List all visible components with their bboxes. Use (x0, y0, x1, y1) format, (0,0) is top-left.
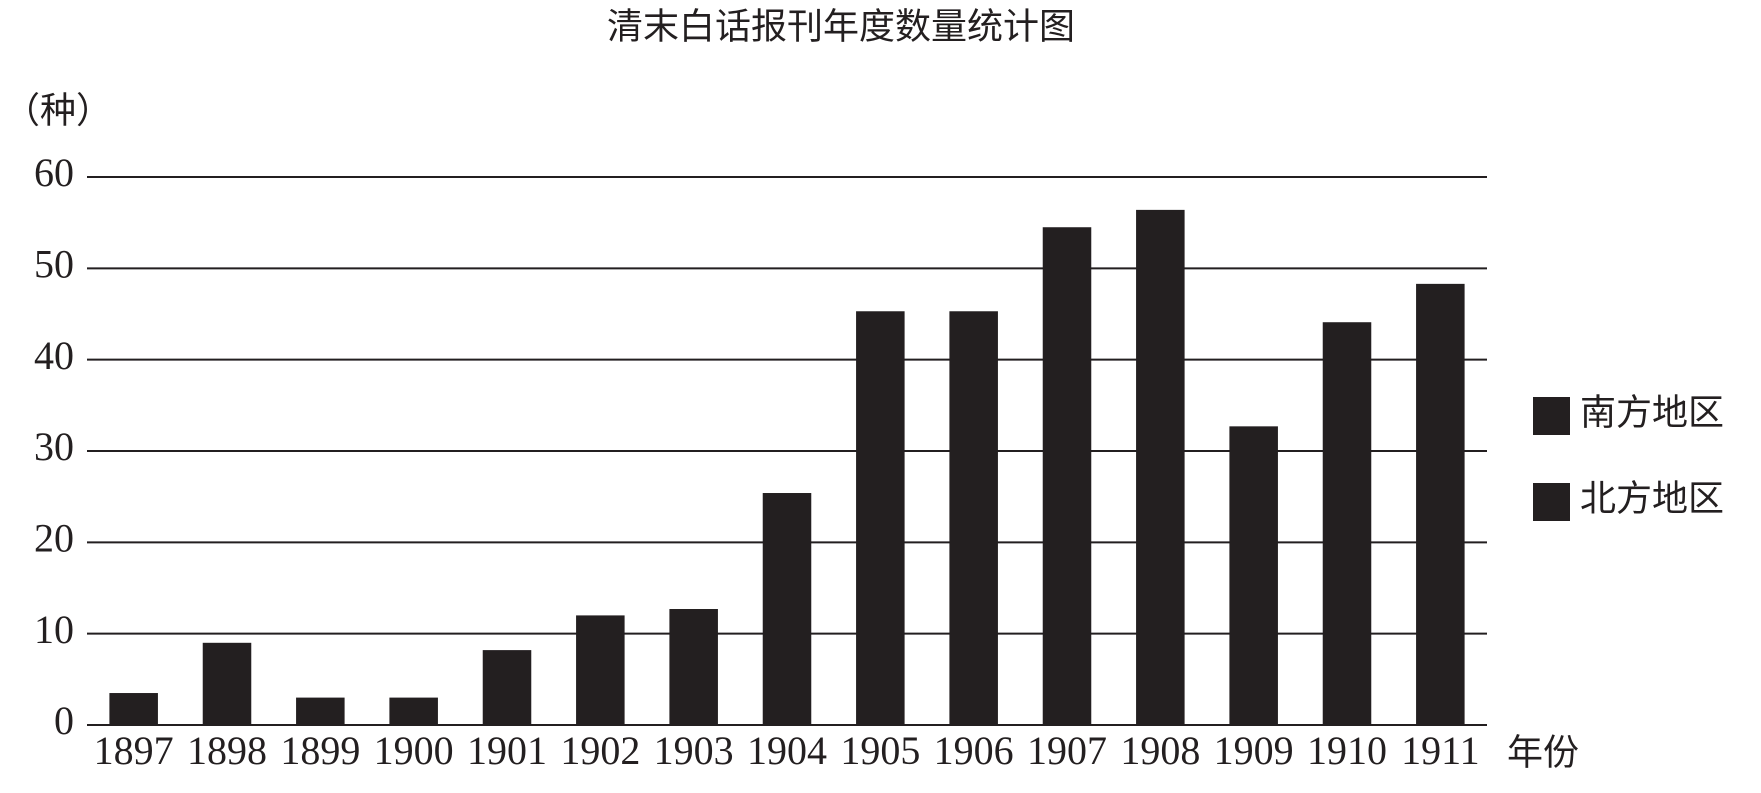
y-tick-label: 60 (34, 150, 74, 195)
legend-label: 北方地区 (1580, 478, 1724, 518)
x-tick-label: 1901 (467, 728, 547, 773)
y-tick-label: 20 (34, 516, 74, 561)
y-tick-label: 50 (34, 242, 74, 287)
y-tick-label: 30 (34, 424, 74, 469)
bar (389, 697, 438, 725)
bar (762, 493, 812, 725)
x-tick-label: 1904 (747, 728, 827, 773)
y-axis-label: （种） (4, 90, 112, 130)
bar (1416, 283, 1465, 725)
x-tick-label: 1898 (187, 728, 267, 773)
x-tick-label: 1911 (1401, 728, 1480, 773)
x-tick-label: 1907 (1027, 728, 1107, 773)
x-axis-label: 年份 (1507, 732, 1579, 772)
y-tick-label: 0 (54, 698, 74, 743)
y-tick-label: 40 (34, 333, 74, 378)
bar (1229, 426, 1278, 725)
x-tick-label: 1909 (1214, 728, 1294, 773)
chart-title: 清末白话报刊年度数量统计图 (607, 6, 1075, 46)
x-tick-label: 1908 (1120, 728, 1200, 773)
bar (296, 697, 345, 725)
bar (1136, 209, 1185, 725)
bar (202, 642, 252, 725)
legend-swatch (1533, 483, 1570, 521)
x-tick-label: 1900 (374, 728, 454, 773)
bar (576, 615, 625, 725)
bar (669, 609, 718, 725)
legend-label: 南方地区 (1580, 392, 1724, 432)
bar (1042, 227, 1092, 725)
x-tick-label: 1899 (280, 728, 360, 773)
bar (856, 311, 905, 725)
x-tick-label: 1906 (934, 728, 1014, 773)
x-tick-label: 1902 (560, 728, 640, 773)
bar (482, 650, 532, 725)
x-tick-label: 1897 (94, 728, 174, 773)
bar (109, 693, 158, 725)
x-tick-label: 1903 (654, 728, 734, 773)
y-tick-label: 10 (34, 607, 74, 652)
x-tick-label: 1905 (840, 728, 920, 773)
bar (949, 311, 998, 725)
bar (1322, 322, 1372, 725)
legend-swatch (1533, 397, 1570, 435)
x-tick-label: 1910 (1307, 728, 1387, 773)
